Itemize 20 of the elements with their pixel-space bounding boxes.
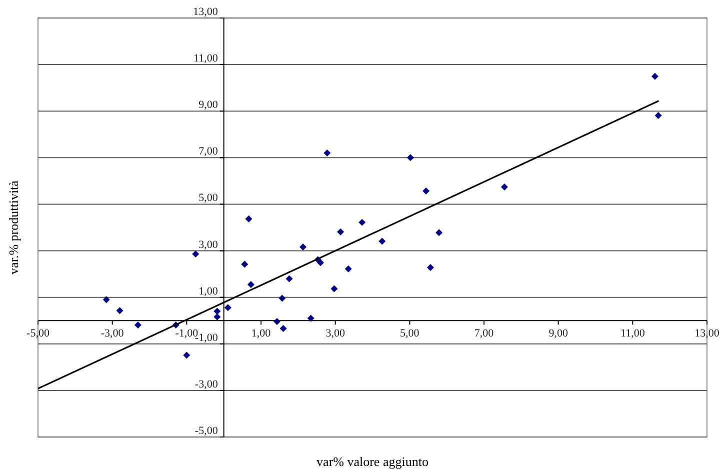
x-tick-label: -3,00 — [100, 328, 124, 340]
y-tick-label: 13,00 — [193, 6, 218, 18]
y-tick-label: 7,00 — [198, 146, 218, 158]
x-tick-label: 3,00 — [326, 328, 346, 340]
x-tick-label: 9,00 — [548, 328, 568, 340]
x-tick-label: 1,00 — [251, 328, 272, 340]
y-tick-label: 3,00 — [198, 238, 218, 251]
x-tick-label: 13,00 — [694, 328, 720, 340]
x-tick-label: -5,00 — [26, 328, 50, 340]
y-tick-label: 11,00 — [193, 52, 218, 65]
x-tick-label: 7,00 — [474, 328, 494, 340]
y-tick-label: -3,00 — [194, 378, 218, 390]
x-tick-label: 11,00 — [620, 328, 646, 340]
y-axis-title: var.% produttività — [6, 180, 21, 274]
y-tick-label: 9,00 — [198, 99, 218, 112]
y-tick-label: 1,00 — [198, 285, 218, 298]
x-axis-title: var% valore aggiunto — [316, 454, 428, 469]
y-tick-label: 5,00 — [198, 192, 218, 204]
x-tick-label: 5,00 — [400, 328, 420, 340]
y-tick-label: -5,00 — [194, 425, 218, 437]
